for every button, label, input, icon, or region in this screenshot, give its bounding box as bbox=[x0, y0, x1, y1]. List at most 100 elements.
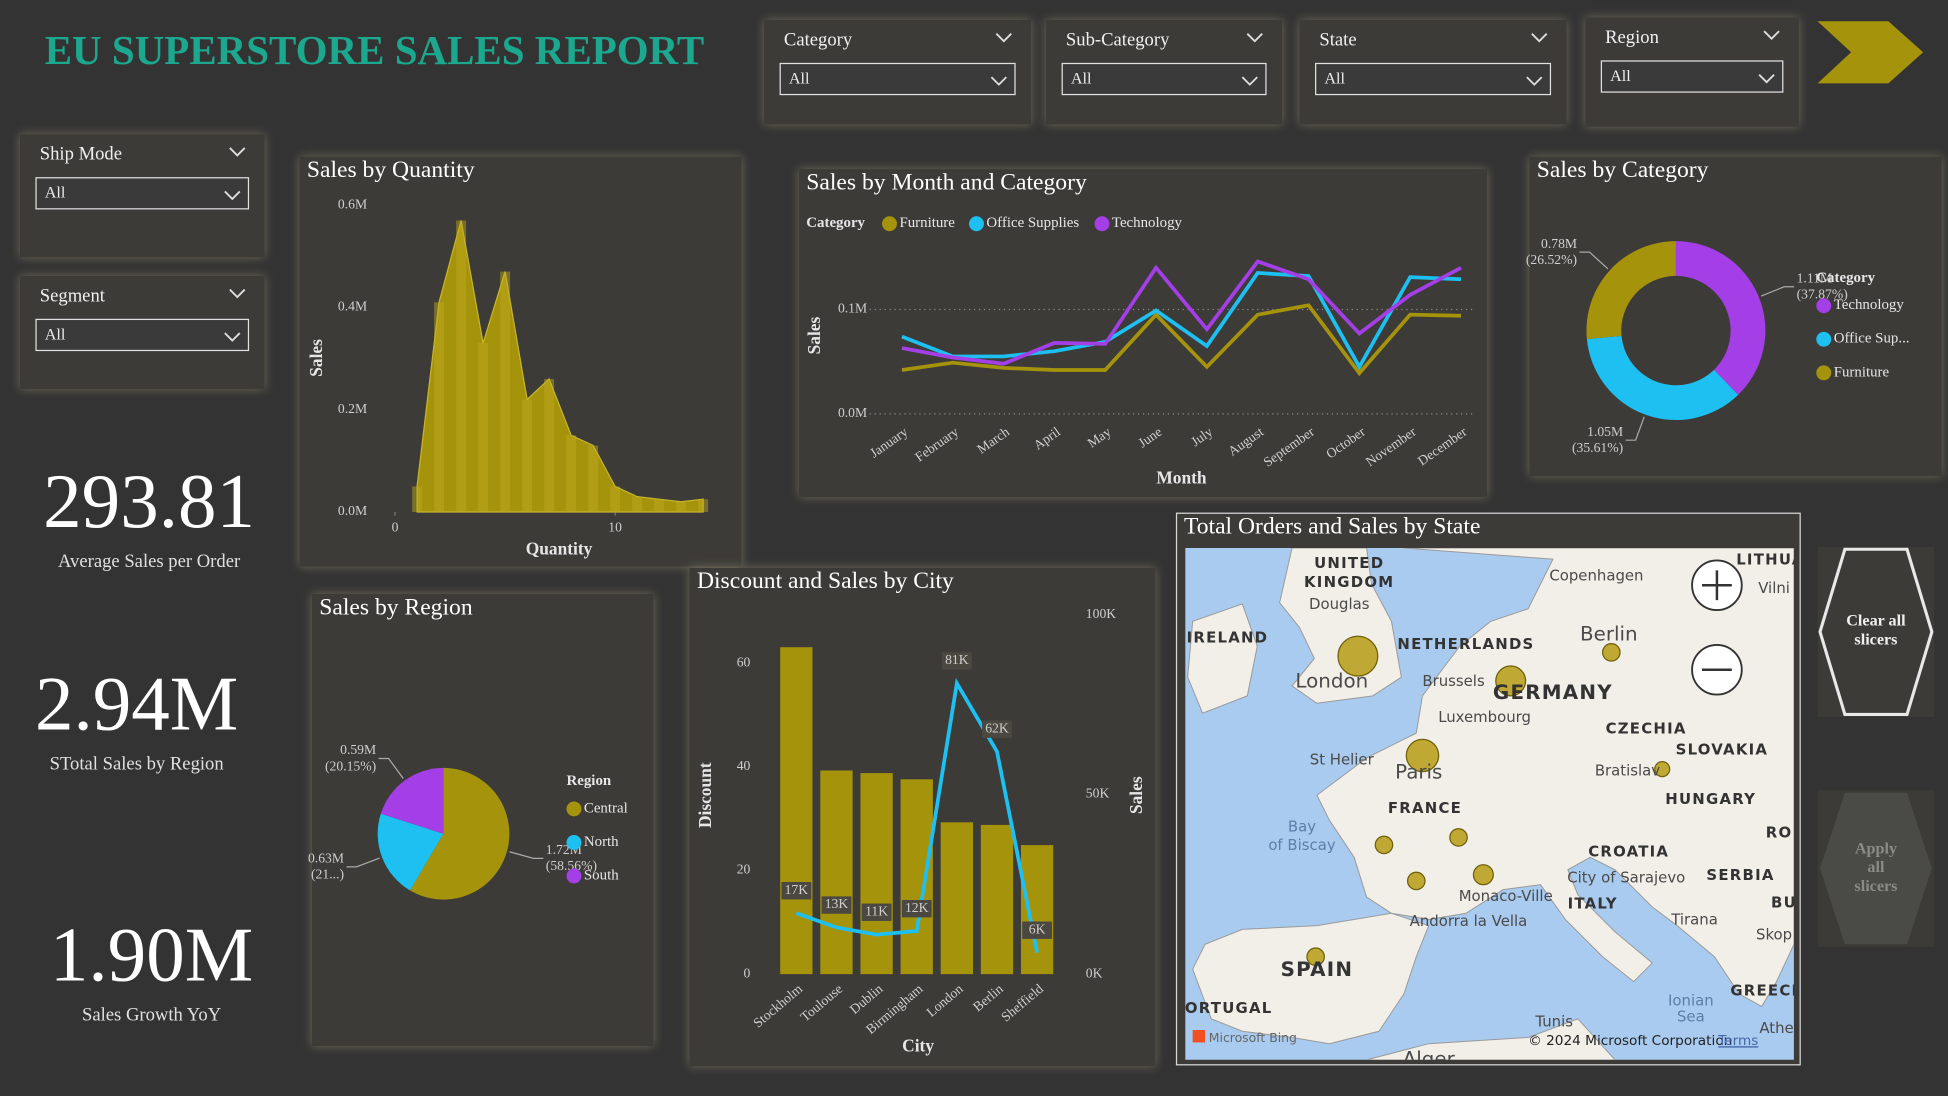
x-axis-title: Month bbox=[1156, 469, 1207, 488]
map-label: Skop bbox=[1756, 926, 1792, 944]
map-label: ITALY bbox=[1568, 895, 1618, 913]
bar[interactable] bbox=[820, 770, 853, 975]
terms-link[interactable]: Terms bbox=[1717, 1033, 1758, 1049]
bar-stripe bbox=[434, 302, 445, 512]
slice[interactable] bbox=[409, 767, 510, 900]
data-label: 62K bbox=[985, 720, 1009, 735]
bar[interactable] bbox=[980, 824, 1014, 975]
legend-marker bbox=[969, 216, 984, 232]
bubble[interactable] bbox=[1405, 738, 1440, 773]
slicer-dropdown[interactable] bbox=[35, 318, 250, 352]
slicer-label: Ship Mode bbox=[40, 144, 122, 165]
legend-label: South bbox=[584, 867, 619, 883]
map-label: SPAIN bbox=[1281, 958, 1354, 981]
bubble[interactable] bbox=[1449, 828, 1468, 847]
slicer-label: Segment bbox=[40, 285, 106, 306]
y-axis-title: Sales bbox=[307, 339, 326, 377]
legend-marker bbox=[1816, 298, 1832, 314]
slicer-dropdown[interactable] bbox=[1061, 62, 1267, 96]
chevron bbox=[1241, 76, 1258, 86]
zoom-in[interactable] bbox=[1691, 559, 1743, 612]
slicer-value: All bbox=[1324, 70, 1345, 87]
map-title: Total Orders and Sales by State bbox=[1184, 514, 1480, 540]
kpi-value: 1.90M bbox=[50, 912, 253, 998]
bubble[interactable] bbox=[1602, 643, 1621, 662]
report-title: EU SUPERSTORE SALES REPORT bbox=[45, 27, 704, 73]
bar-stripe bbox=[478, 343, 489, 512]
land bbox=[1187, 548, 1794, 1060]
slicer-value: All bbox=[45, 185, 66, 202]
area bbox=[416, 220, 704, 513]
bubble[interactable] bbox=[1406, 871, 1426, 891]
bar-stripe bbox=[456, 220, 467, 512]
slicer-dropdown[interactable] bbox=[1600, 60, 1784, 93]
legend-label: Office Supplies bbox=[986, 215, 1079, 231]
map-label: Athe bbox=[1759, 1019, 1793, 1037]
slice[interactable] bbox=[1586, 241, 1676, 340]
line bbox=[795, 677, 1039, 953]
map-label: Bay bbox=[1288, 818, 1316, 836]
leader-line bbox=[378, 757, 404, 779]
line bbox=[901, 271, 1462, 371]
y2-tick-label: 50K bbox=[1086, 786, 1110, 801]
x-axis-title: City bbox=[902, 1036, 934, 1055]
chevron bbox=[1763, 30, 1780, 40]
map-label: of Biscay bbox=[1268, 836, 1336, 854]
map-label: Berlin bbox=[1580, 622, 1638, 645]
bubble[interactable] bbox=[1654, 761, 1671, 778]
button-label: Clear all bbox=[1846, 613, 1906, 630]
slicer-dropdown[interactable] bbox=[1315, 62, 1552, 96]
slicer-dropdown[interactable] bbox=[779, 62, 1016, 96]
data-label: 0.78M bbox=[1541, 236, 1577, 251]
slicer-value: All bbox=[1610, 68, 1631, 85]
data-label: (37.87%) bbox=[1797, 287, 1848, 303]
map-label: ORTUGAL bbox=[1185, 999, 1273, 1017]
bubble[interactable] bbox=[1306, 947, 1325, 967]
map-label: Ionian bbox=[1668, 991, 1714, 1009]
bubble[interactable] bbox=[1374, 835, 1394, 855]
slice[interactable] bbox=[1586, 335, 1739, 421]
slice[interactable] bbox=[377, 813, 444, 891]
chevron bbox=[1246, 33, 1263, 43]
legend-label: Central bbox=[584, 800, 628, 816]
bar[interactable] bbox=[1020, 845, 1054, 975]
button-label: Apply bbox=[1855, 841, 1897, 858]
y-tick-label: 0.0M bbox=[838, 405, 867, 420]
data-label: (35.61%) bbox=[1572, 440, 1623, 456]
map-labels: UNITED KINGDOM Douglas IRELAND London NE… bbox=[1185, 550, 1803, 1059]
slicer-label: Region bbox=[1605, 27, 1659, 48]
kpi-label: Sales Growth YoY bbox=[82, 1005, 221, 1026]
data-label: 81K bbox=[945, 652, 969, 667]
zoom-out[interactable] bbox=[1691, 643, 1743, 696]
y-tick-label: 0.0M bbox=[338, 503, 367, 518]
map-label: Tunis bbox=[1534, 1013, 1573, 1031]
button-hexagon[interactable] bbox=[1818, 547, 1934, 717]
bubble[interactable] bbox=[1495, 665, 1527, 697]
bar[interactable] bbox=[780, 647, 813, 975]
map-label: Paris bbox=[1395, 760, 1442, 783]
label-bg bbox=[941, 652, 972, 670]
bubble[interactable] bbox=[1472, 864, 1494, 886]
button-hexagon[interactable] bbox=[1820, 792, 1932, 945]
map-label: London bbox=[1295, 670, 1368, 693]
map-label: GREECE bbox=[1730, 982, 1803, 1000]
slicer-dropdown[interactable] bbox=[35, 177, 250, 210]
slice[interactable] bbox=[380, 767, 444, 834]
y-tick-label: 0.1M bbox=[838, 301, 867, 316]
map-label: KINGDOM bbox=[1304, 573, 1394, 591]
bubble[interactable] bbox=[1337, 635, 1379, 677]
slice[interactable] bbox=[1675, 241, 1766, 395]
chart-title: Discount and Sales by City bbox=[697, 568, 954, 594]
y2-axis-title: Sales bbox=[1127, 776, 1146, 814]
attribution: © 2024 Microsoft Corporation bbox=[1528, 1033, 1732, 1049]
bar[interactable] bbox=[900, 779, 933, 975]
data-label: 17K bbox=[785, 882, 809, 897]
nav-arrow[interactable] bbox=[1817, 21, 1924, 84]
button-label: slicers bbox=[1854, 631, 1897, 648]
bar-stripe bbox=[676, 501, 687, 512]
bar[interactable] bbox=[860, 773, 893, 975]
bar[interactable] bbox=[940, 822, 974, 975]
slicer-label: Category bbox=[784, 29, 853, 50]
y-tick-label: 0.2M bbox=[338, 401, 367, 416]
map[interactable]: UNITED KINGDOM Douglas IRELAND London NE… bbox=[1185, 548, 1805, 1070]
